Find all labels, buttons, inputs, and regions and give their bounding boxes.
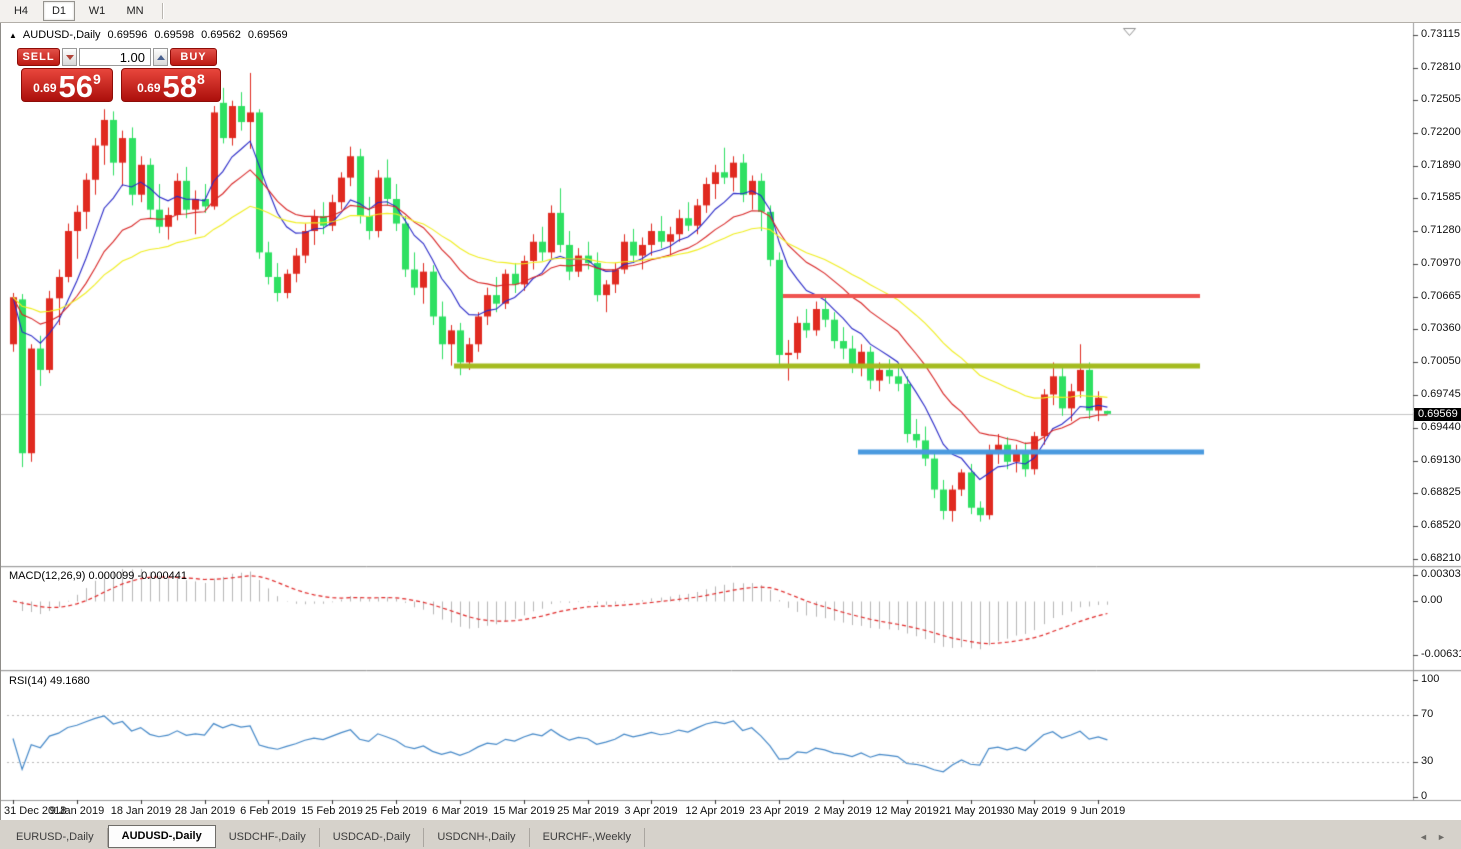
buy-price-prefix: 0.69 <box>137 81 161 95</box>
date-axis-tick: 12 May 2019 <box>875 805 939 817</box>
price-axis-tick: 0.72505 <box>1421 93 1461 105</box>
macd-axis-tick: 0.00 <box>1421 594 1443 606</box>
rsi-axis-tick: 70 <box>1421 708 1434 720</box>
timeframe-button-d1[interactable]: D1 <box>43 1 75 21</box>
date-axis-tick: 18 Jan 2019 <box>110 805 172 817</box>
chart-tab-audusd[interactable]: AUDUSD-,Daily <box>107 825 216 848</box>
chart-tab-eurusd[interactable]: EURUSD-,Daily <box>3 828 108 847</box>
date-axis-tick: 23 Apr 2019 <box>749 805 809 817</box>
chart-window: ▲ AUDUSD-,Daily 0.69596 0.69598 0.69562 … <box>0 23 1461 820</box>
tab-scroll-left-button[interactable]: ◄ <box>1419 832 1428 842</box>
price-axis-tick: 0.71585 <box>1421 191 1461 203</box>
macd-axis-tick: 0.003035 <box>1421 568 1461 580</box>
trade-panel-top-row: SELL BUY <box>17 48 223 66</box>
chart-tab-usdchf[interactable]: USDCHF-,Daily <box>216 828 320 847</box>
timeframe-toolbar: H4 D1 W1 MN <box>0 0 1461 23</box>
date-axis-tick: 6 Feb 2019 <box>240 805 296 817</box>
triangle-down-icon <box>65 54 74 60</box>
price-axis-tick: 0.69440 <box>1421 421 1461 433</box>
date-axis-tick: 28 Jan 2019 <box>174 805 236 817</box>
macd-axis-tick: -0.006315 <box>1421 648 1461 660</box>
date-axis-tick: 3 Apr 2019 <box>624 805 678 817</box>
triangle-up-icon <box>156 54 165 60</box>
volume-input[interactable] <box>79 48 151 66</box>
price-axis-tick: 0.70050 <box>1421 355 1461 367</box>
price-axis-tick: 0.72200 <box>1421 126 1461 138</box>
date-axis-tick: 12 Apr 2019 <box>685 805 745 817</box>
date-axis-tick: 25 Mar 2019 <box>557 805 619 817</box>
price-axis-tick: 0.72810 <box>1421 61 1461 73</box>
date-axis-tick: 6 Mar 2019 <box>432 805 488 817</box>
tab-scroll-right-button[interactable]: ► <box>1437 832 1446 842</box>
buy-price-pipette: 8 <box>197 71 205 87</box>
date-axis-tick: 9 Jan 2019 <box>49 805 105 817</box>
chart-tab-usdcnh[interactable]: USDCNH-,Daily <box>424 828 530 847</box>
buy-price-display[interactable]: 0.69 58 8 <box>121 68 221 102</box>
one-click-trade-panel: SELL BUY 0.69 56 9 0.69 58 8 <box>17 48 223 126</box>
date-axis-tick: 31 Dec 2018 <box>4 805 67 817</box>
toolbar-separator <box>162 3 164 19</box>
chart-tab-usdcad[interactable]: USDCAD-,Daily <box>320 828 425 847</box>
sell-price-prefix: 0.69 <box>33 81 57 95</box>
date-axis-tick: 15 Feb 2019 <box>301 805 363 817</box>
date-axis-tick: 2 May 2019 <box>814 805 872 817</box>
chart-tab-bar: EURUSD-,Daily AUDUSD-,Daily USDCHF-,Daily U… <box>0 820 1461 849</box>
price-axis-tick: 0.70360 <box>1421 322 1461 334</box>
buy-price-big-digits: 58 <box>162 69 198 104</box>
timeframe-button-w1[interactable]: W1 <box>88 5 106 17</box>
rsi-axis-tick: 100 <box>1421 673 1440 685</box>
price-axis-tick: 0.70665 <box>1421 290 1461 302</box>
date-axis-tick: 15 Mar 2019 <box>493 805 555 817</box>
sell-button[interactable]: SELL <box>17 48 60 66</box>
price-axis-tick: 0.71890 <box>1421 159 1461 171</box>
date-axis[interactable]: 31 Dec 2018 9 Jan 2019 18 Jan 2019 28 Jan 2… <box>1 801 1413 820</box>
date-axis-tick: 9 Jun 2019 <box>1070 805 1126 817</box>
sell-price-display[interactable]: 0.69 56 9 <box>21 68 113 102</box>
sell-price-big-digits: 56 <box>58 69 94 104</box>
date-axis-tick: 25 Feb 2019 <box>365 805 427 817</box>
chart-tab-eurchf[interactable]: EURCHF-,Weekly <box>530 828 645 847</box>
buy-button[interactable]: BUY <box>170 48 217 66</box>
price-axis-tick: 0.68210 <box>1421 552 1461 564</box>
volume-decrease-button[interactable] <box>62 48 77 66</box>
price-axis-tick: 0.70970 <box>1421 257 1461 269</box>
price-axis-tick: 0.71280 <box>1421 224 1461 236</box>
price-axis-tick: 0.73115 <box>1421 28 1460 40</box>
date-axis-tick: 21 May 2019 <box>939 805 1003 817</box>
timeframe-button-h4[interactable]: H4 <box>13 5 29 17</box>
price-axis-tick: 0.69130 <box>1421 454 1461 466</box>
timeframe-button-mn[interactable]: MN <box>126 5 144 17</box>
sell-price-pipette: 9 <box>93 71 101 87</box>
price-axis-tick: 0.68825 <box>1421 486 1461 498</box>
rsi-axis-tick: 30 <box>1421 755 1434 767</box>
volume-increase-button[interactable] <box>153 48 168 66</box>
price-axis[interactable]: 0.73115 0.72810 0.72505 0.72200 0.71890 0.715… <box>1414 23 1461 802</box>
price-axis-tick: 0.68520 <box>1421 519 1461 531</box>
price-axis-tick: 0.69745 <box>1421 388 1461 400</box>
chart-surface[interactable] <box>1 23 1461 820</box>
date-axis-tick: 30 May 2019 <box>1002 805 1066 817</box>
